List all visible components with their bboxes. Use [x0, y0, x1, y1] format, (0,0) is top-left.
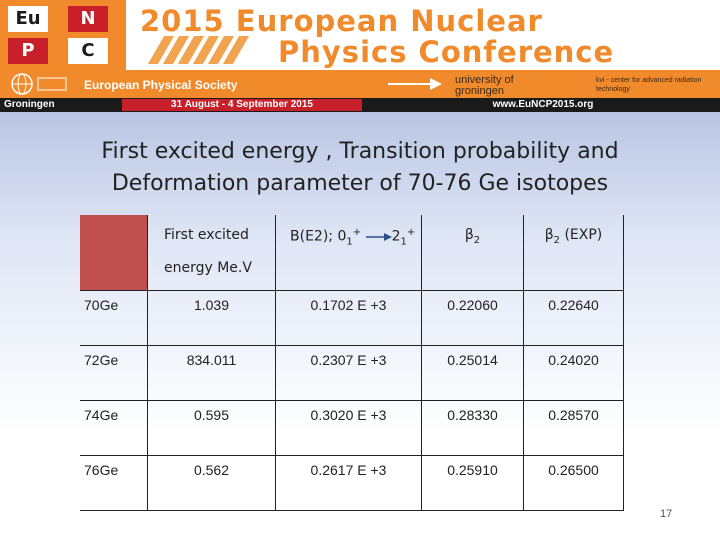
table-row-isotope: 76Ge	[80, 456, 148, 511]
slide-background	[0, 112, 720, 540]
be2-value: 0.2307 E +3	[310, 352, 387, 368]
energy-value: 1.039	[193, 297, 230, 313]
isotope-label: 76Ge	[84, 462, 119, 478]
page-number: 17	[660, 508, 673, 520]
slide-title-line1: First excited energy , Transition probab…	[101, 139, 619, 164]
be2-cell: 0.3020 E +3	[276, 401, 422, 456]
beta2-value: 0.28330	[447, 407, 498, 423]
header-energy: First excited energy Me.V	[148, 215, 276, 291]
conference-website[interactable]: www.EuNCP2015.org	[368, 99, 718, 111]
beta2-value: 0.25910	[447, 462, 498, 478]
table-corner-cell	[80, 215, 148, 291]
header-be2-sub2: 1	[400, 236, 407, 248]
beta2-exp-cell: 0.28570	[524, 401, 624, 456]
header-be2-prefix: B(E2); 0	[290, 228, 347, 245]
sponsor-row	[0, 70, 720, 98]
be2-value: 0.2617 E +3	[310, 462, 387, 478]
header-beta2: β2	[422, 215, 524, 291]
be2-cell: 0.2307 E +3	[276, 346, 422, 401]
table-row-isotope: 74Ge	[80, 401, 148, 456]
header-be2: B(E2); 01+ 21+	[276, 215, 422, 291]
slide-title-line2: Deformation parameter of 70-76 Ge isotop…	[111, 171, 609, 196]
be2-cell: 0.1702 E +3	[276, 291, 422, 346]
conference-dates: 31 August - 4 September 2015	[122, 99, 362, 111]
transition-arrow-icon	[365, 232, 392, 241]
energy-value: 0.562	[193, 462, 230, 478]
logo-letter-c: C	[66, 36, 110, 66]
conference-title-line1: 2015 European Nuclear	[140, 4, 543, 38]
energy-cell: 0.595	[148, 401, 276, 456]
header-beta2-sub: 2	[473, 234, 481, 246]
beta2-cell: 0.25910	[422, 456, 524, 511]
slide-title: First excited energy , Transition probab…	[60, 136, 660, 200]
beta2-exp-value: 0.26500	[548, 462, 599, 478]
logo-letter-p: P	[6, 36, 50, 66]
isotope-label: 72Ge	[84, 352, 119, 368]
beta2-exp-cell: 0.24020	[524, 346, 624, 401]
university-name: university of groningen	[455, 74, 514, 97]
header-be2-sup1: +	[352, 227, 362, 238]
header-be2-sub1: 1	[346, 236, 353, 248]
logo-letter-n: N	[66, 4, 110, 34]
header-beta2exp-suffix: (EXP)	[560, 227, 603, 243]
society-name: European Physical Society	[84, 78, 238, 92]
be2-cell: 0.2617 E +3	[276, 456, 422, 511]
university-crest-icon	[388, 78, 442, 90]
energy-cell: 834.011	[148, 346, 276, 401]
energy-value: 834.011	[186, 352, 237, 368]
energy-cell: 0.562	[148, 456, 276, 511]
header-beta2-exp: β2 (EXP)	[524, 215, 624, 291]
table-row-isotope: 70Ge	[80, 291, 148, 346]
header-beta2-symbol: β	[464, 227, 474, 243]
energy-cell: 1.039	[148, 291, 276, 346]
beta2-cell: 0.28330	[422, 401, 524, 456]
header-beta2exp-sub: 2	[553, 234, 561, 246]
header-be2-sup2: +	[406, 227, 416, 238]
beta2-exp-value: 0.22640	[548, 297, 599, 313]
header-be2-mid: 2	[391, 228, 401, 245]
logo-letter-eu: Eu	[6, 4, 50, 34]
conference-title-line2: Physics Conference	[278, 35, 615, 69]
be2-value: 0.1702 E +3	[310, 297, 387, 313]
data-table: First excited energy Me.V B(E2); 01+ 21+…	[80, 215, 624, 511]
beta2-exp-cell: 0.26500	[524, 456, 624, 511]
header-beta2exp-symbol: β	[544, 227, 554, 243]
beta2-exp-value: 0.28570	[548, 407, 599, 423]
beta2-cell: 0.22060	[422, 291, 524, 346]
beta2-value: 0.22060	[447, 297, 498, 313]
header-energy-line2: energy Me.V	[164, 260, 252, 276]
beta2-exp-value: 0.24020	[548, 352, 599, 368]
beta2-cell: 0.25014	[422, 346, 524, 401]
eps-globe-icon	[11, 73, 67, 95]
be2-value: 0.3020 E +3	[310, 407, 387, 423]
isotope-label: 74Ge	[84, 407, 119, 423]
kvi-name: kvi - center for advanced radiation tech…	[596, 77, 702, 93]
beta2-exp-cell: 0.22640	[524, 291, 624, 346]
beta2-value: 0.25014	[447, 352, 498, 368]
conference-city: Groningen	[4, 99, 116, 111]
table-row-isotope: 72Ge	[80, 346, 148, 401]
decorative-stripes	[147, 36, 250, 69]
energy-value: 0.595	[193, 407, 230, 423]
header-energy-line1: First excited	[164, 227, 249, 243]
isotope-label: 70Ge	[84, 297, 119, 313]
